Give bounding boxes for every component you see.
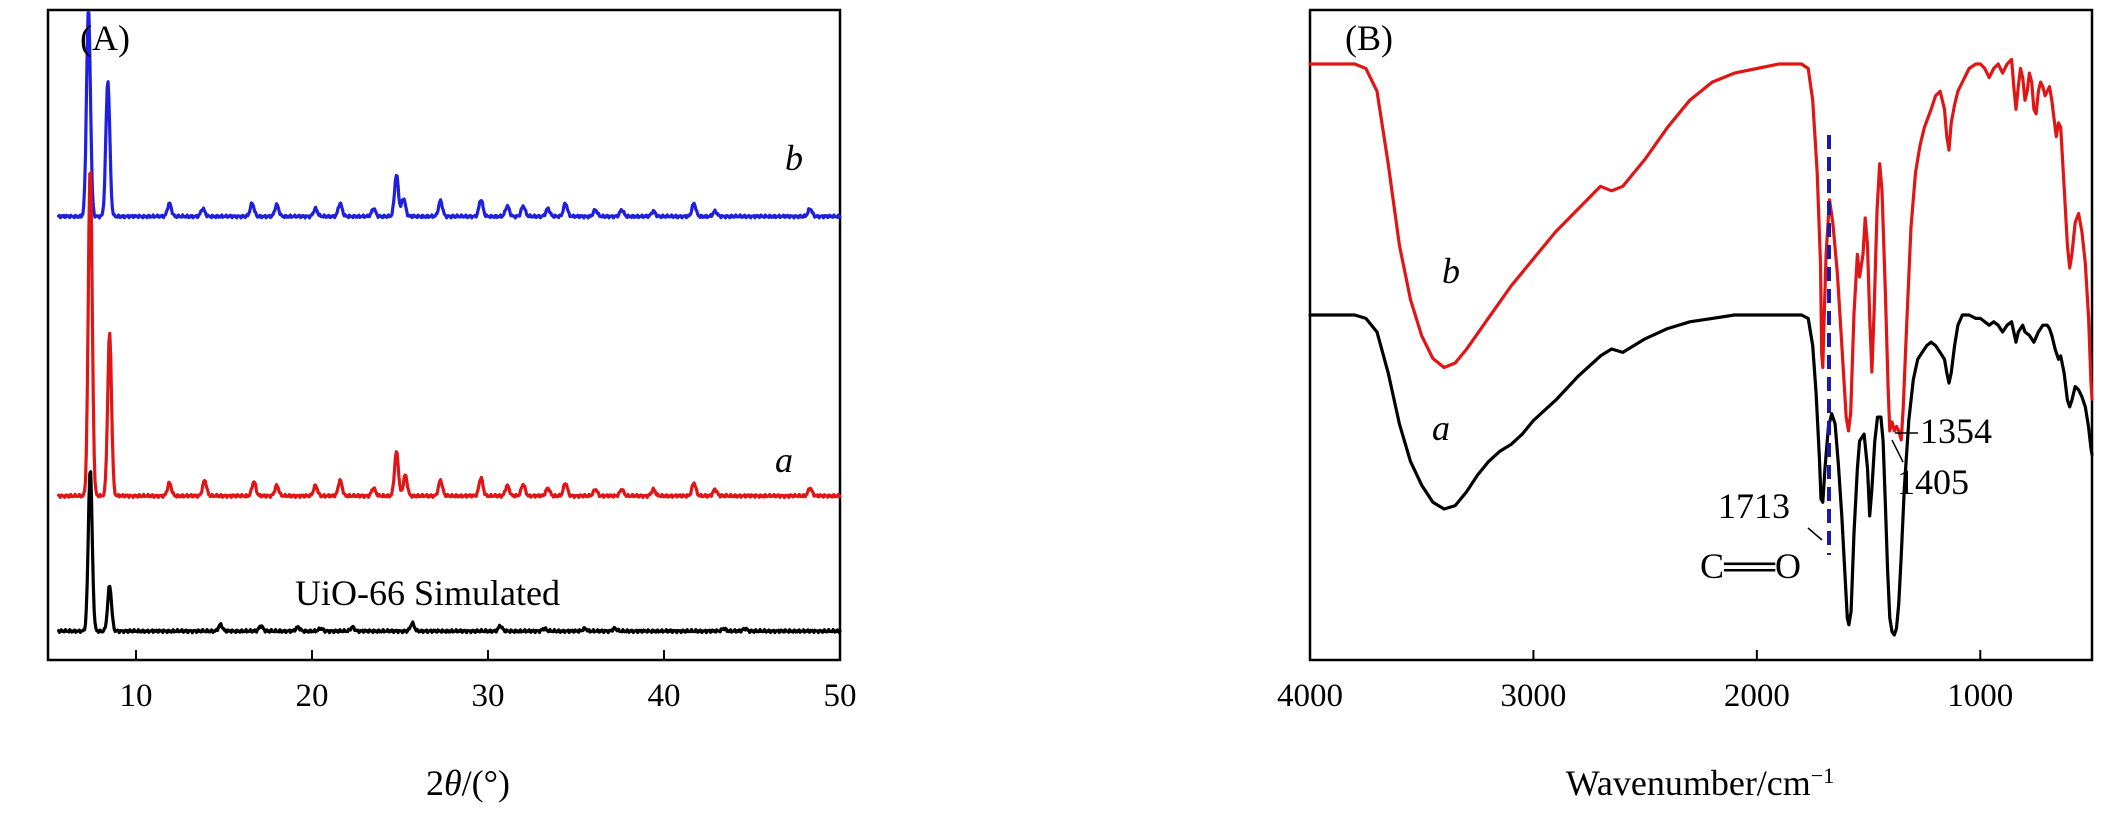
annotation-1713: 1713 bbox=[1718, 486, 1790, 526]
panel-b-frame bbox=[1308, 8, 2094, 662]
panel-a-series bbox=[56, 11, 842, 635]
panel-a-tick-label: 30 bbox=[472, 678, 505, 714]
panel-a-tick-label: 50 bbox=[824, 678, 857, 714]
xlabel-sup: −1 bbox=[1811, 763, 1834, 788]
panel-a-x-axis-title: 2θ/(°) bbox=[426, 763, 510, 803]
panel-a-series-label-b: b bbox=[785, 138, 803, 178]
panel-a-x-ticks: 10 20 30 40 50 bbox=[120, 650, 857, 714]
xlabel-symbol: θ bbox=[444, 763, 462, 803]
panel-b-series-0 bbox=[1308, 57, 2094, 442]
annotation-1354: 1354 bbox=[1920, 411, 1992, 451]
xlabel-suffix: /(°) bbox=[462, 763, 510, 803]
panel-b-series-label-a: a bbox=[1432, 408, 1450, 448]
annotation-1405: 1405 bbox=[1897, 462, 1969, 502]
xlabel-main: Wavenumber/cm bbox=[1566, 763, 1811, 803]
panel-a-series-label-simulated: UiO-66 Simulated bbox=[295, 573, 560, 613]
panel-a-series-label-a: a bbox=[775, 440, 793, 480]
panel-a-series-0 bbox=[56, 11, 842, 220]
panel-b-series bbox=[1308, 57, 2094, 637]
panel-a-series-1 bbox=[56, 171, 842, 500]
panel-a-tick-label: 10 bbox=[120, 678, 153, 714]
leader-1713 bbox=[1807, 527, 1823, 541]
annotation-carbonyl: C══O bbox=[1700, 546, 1801, 586]
panel-a-label: (A) bbox=[80, 18, 130, 58]
panel-a: 10 20 30 40 50 (A) b a UiO-66 Simulated 2θ/(… bbox=[46, 8, 857, 803]
panel-b-x-axis-title: Wavenumber/cm−1 bbox=[1566, 763, 1834, 804]
panel-a-frame bbox=[46, 8, 842, 662]
xlabel-prefix: 2 bbox=[426, 763, 444, 803]
panel-a-series-2 bbox=[56, 470, 842, 635]
leader-1405 bbox=[1891, 439, 1904, 463]
panel-a-tick-label: 20 bbox=[296, 678, 329, 714]
panel-a-tick-label: 40 bbox=[648, 678, 681, 714]
panel-b-label: (B) bbox=[1345, 18, 1393, 58]
panel-b-tick-label: 4000 bbox=[1277, 678, 1343, 714]
panel-b: 4000 3000 2000 1000 (B) b a 1354 1405 1713 … bbox=[1277, 8, 2094, 804]
panel-b-series-label-b: b bbox=[1442, 251, 1460, 291]
panel-b-tick-label: 3000 bbox=[1500, 678, 1566, 714]
panel-b-tick-label: 2000 bbox=[1724, 678, 1790, 714]
panel-b-x-ticks: 4000 3000 2000 1000 bbox=[1277, 650, 2013, 714]
panel-b-tick-label: 1000 bbox=[1947, 678, 2013, 714]
panel-b-series-1 bbox=[1308, 313, 2094, 637]
